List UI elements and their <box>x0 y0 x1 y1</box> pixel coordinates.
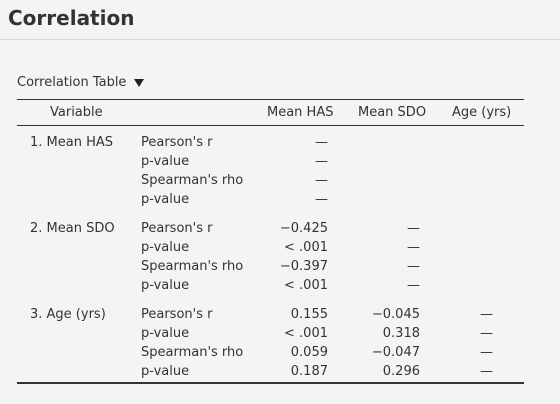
statistic-label: p-value <box>141 154 190 169</box>
table-cell: < .001 <box>284 326 328 341</box>
table-cell: — <box>315 154 328 169</box>
table-top-rule <box>17 99 524 100</box>
table-cell: −0.425 <box>279 221 328 236</box>
variable-label: 3. Age (yrs) <box>30 307 106 322</box>
table-title[interactable]: Correlation Table <box>17 75 145 90</box>
header-divider <box>0 39 560 40</box>
table-cell: 0.187 <box>290 364 328 379</box>
table-cell: −0.047 <box>371 345 420 360</box>
statistic-label: p-value <box>141 192 190 207</box>
variable-label: 1. Mean HAS <box>30 135 114 150</box>
table-cell: — <box>480 307 493 322</box>
variable-label: 2. Mean SDO <box>30 221 115 236</box>
table-bottom-rule <box>17 382 524 384</box>
table-cell: — <box>315 135 328 150</box>
page-title: Correlation <box>8 6 135 30</box>
table-cell: — <box>480 345 493 360</box>
table-cell: 0.059 <box>290 345 328 360</box>
column-header-mean-has: Mean HAS <box>267 105 334 120</box>
column-header-mean-sdo: Mean SDO <box>358 105 427 120</box>
table-cell: — <box>407 221 420 236</box>
statistic-label: p-value <box>141 326 190 341</box>
table-cell: — <box>315 173 328 188</box>
statistic-label: Pearson's r <box>141 307 213 322</box>
table-cell: < .001 <box>284 278 328 293</box>
table-cell: — <box>480 364 493 379</box>
table-cell: −0.397 <box>279 259 328 274</box>
header-rule <box>17 125 524 126</box>
column-header-age: Age (yrs) <box>452 105 512 120</box>
statistic-label: p-value <box>141 364 190 379</box>
table-cell: — <box>407 240 420 255</box>
triangle-down-icon[interactable] <box>134 78 145 87</box>
table-cell: 0.296 <box>382 364 420 379</box>
table-cell: — <box>315 192 328 207</box>
statistic-label: Spearman's rho <box>141 259 244 274</box>
table-cell: −0.045 <box>371 307 420 322</box>
statistic-label: Spearman's rho <box>141 345 244 360</box>
column-header-variable: Variable <box>50 105 103 120</box>
statistic-label: p-value <box>141 278 190 293</box>
statistic-label: Spearman's rho <box>141 173 244 188</box>
table-cell: 0.155 <box>290 307 328 322</box>
table-cell: < .001 <box>284 240 328 255</box>
statistic-label: p-value <box>141 240 190 255</box>
statistic-label: Pearson's r <box>141 221 213 236</box>
table-cell: — <box>407 259 420 274</box>
table-cell: 0.318 <box>382 326 420 341</box>
table-title-label: Correlation Table <box>17 75 127 90</box>
table-cell: — <box>480 326 493 341</box>
table-cell: — <box>407 278 420 293</box>
statistic-label: Pearson's r <box>141 135 213 150</box>
